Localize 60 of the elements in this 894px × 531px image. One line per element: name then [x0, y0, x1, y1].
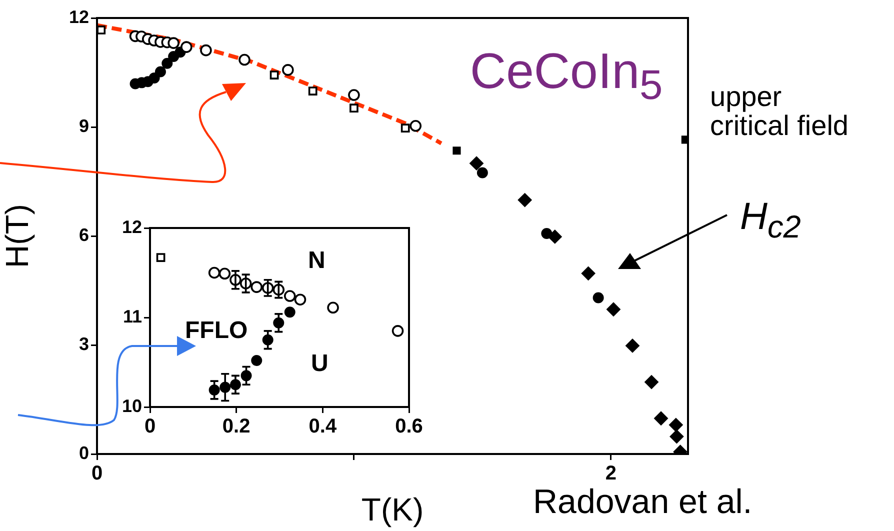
point [452, 146, 461, 155]
point [270, 70, 279, 80]
y-tick-label: 0 [78, 442, 89, 463]
annotation: FFLO [185, 317, 248, 344]
point [251, 354, 262, 366]
point [518, 193, 532, 208]
y-tick-label: 10 [122, 396, 142, 416]
x-axis-title: T(K) [361, 492, 424, 528]
y-tick-label: 3 [78, 334, 89, 354]
point [284, 290, 296, 302]
point [654, 411, 668, 426]
point [294, 294, 306, 306]
point [644, 375, 659, 390]
point [400, 124, 410, 133]
point [168, 37, 180, 49]
y-tick-label: 11 [122, 306, 142, 326]
point [392, 325, 404, 337]
point [327, 302, 339, 314]
text: CeCoIn$_{5}$ [470, 43, 663, 108]
point [282, 64, 294, 76]
point [308, 86, 318, 96]
point [200, 44, 212, 56]
point [625, 338, 640, 353]
point [581, 266, 596, 280]
point [350, 104, 358, 113]
x-tick-label: 0.2 [222, 416, 250, 438]
y-tick-label: 6 [78, 224, 89, 245]
line-series [97, 23, 444, 146]
annotation: U [311, 350, 328, 377]
point [670, 430, 684, 444]
point [410, 120, 422, 132]
x-tick-label: 0.6 [395, 416, 423, 438]
point [97, 26, 106, 34]
point [606, 302, 620, 316]
point [238, 54, 250, 66]
text: Radovan et al. [533, 483, 752, 521]
annotation: N [308, 247, 326, 274]
point [348, 89, 360, 101]
point [541, 228, 552, 239]
point [284, 306, 296, 318]
x-tick-label: 2 [605, 462, 616, 485]
point [592, 292, 604, 304]
point [476, 167, 488, 178]
point [250, 281, 263, 293]
text: H$_{c2}$ [740, 196, 801, 245]
point [156, 253, 166, 262]
point [180, 41, 192, 53]
point [470, 156, 484, 170]
point [154, 66, 166, 78]
x-tick-label: 0.4 [308, 416, 338, 438]
x-tick-label: 0 [144, 416, 156, 438]
text: upper critical field [710, 81, 848, 142]
y-tick-label: 9 [78, 116, 89, 136]
y-tick-label: 12 [122, 216, 142, 237]
point [668, 418, 683, 432]
point [162, 58, 173, 69]
point [208, 266, 220, 279]
y-axis-title: H(T) [0, 204, 36, 268]
point [218, 268, 231, 280]
y-tick-label: 12 [68, 6, 89, 27]
